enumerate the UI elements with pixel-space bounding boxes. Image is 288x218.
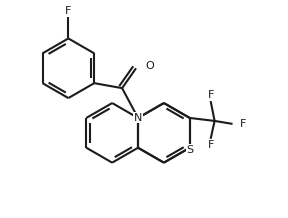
Text: F: F [240, 119, 246, 129]
Text: S: S [186, 145, 193, 155]
Text: F: F [207, 90, 214, 100]
Text: F: F [65, 6, 71, 16]
Text: N: N [134, 113, 142, 123]
Text: F: F [207, 140, 214, 150]
Text: O: O [145, 61, 154, 71]
